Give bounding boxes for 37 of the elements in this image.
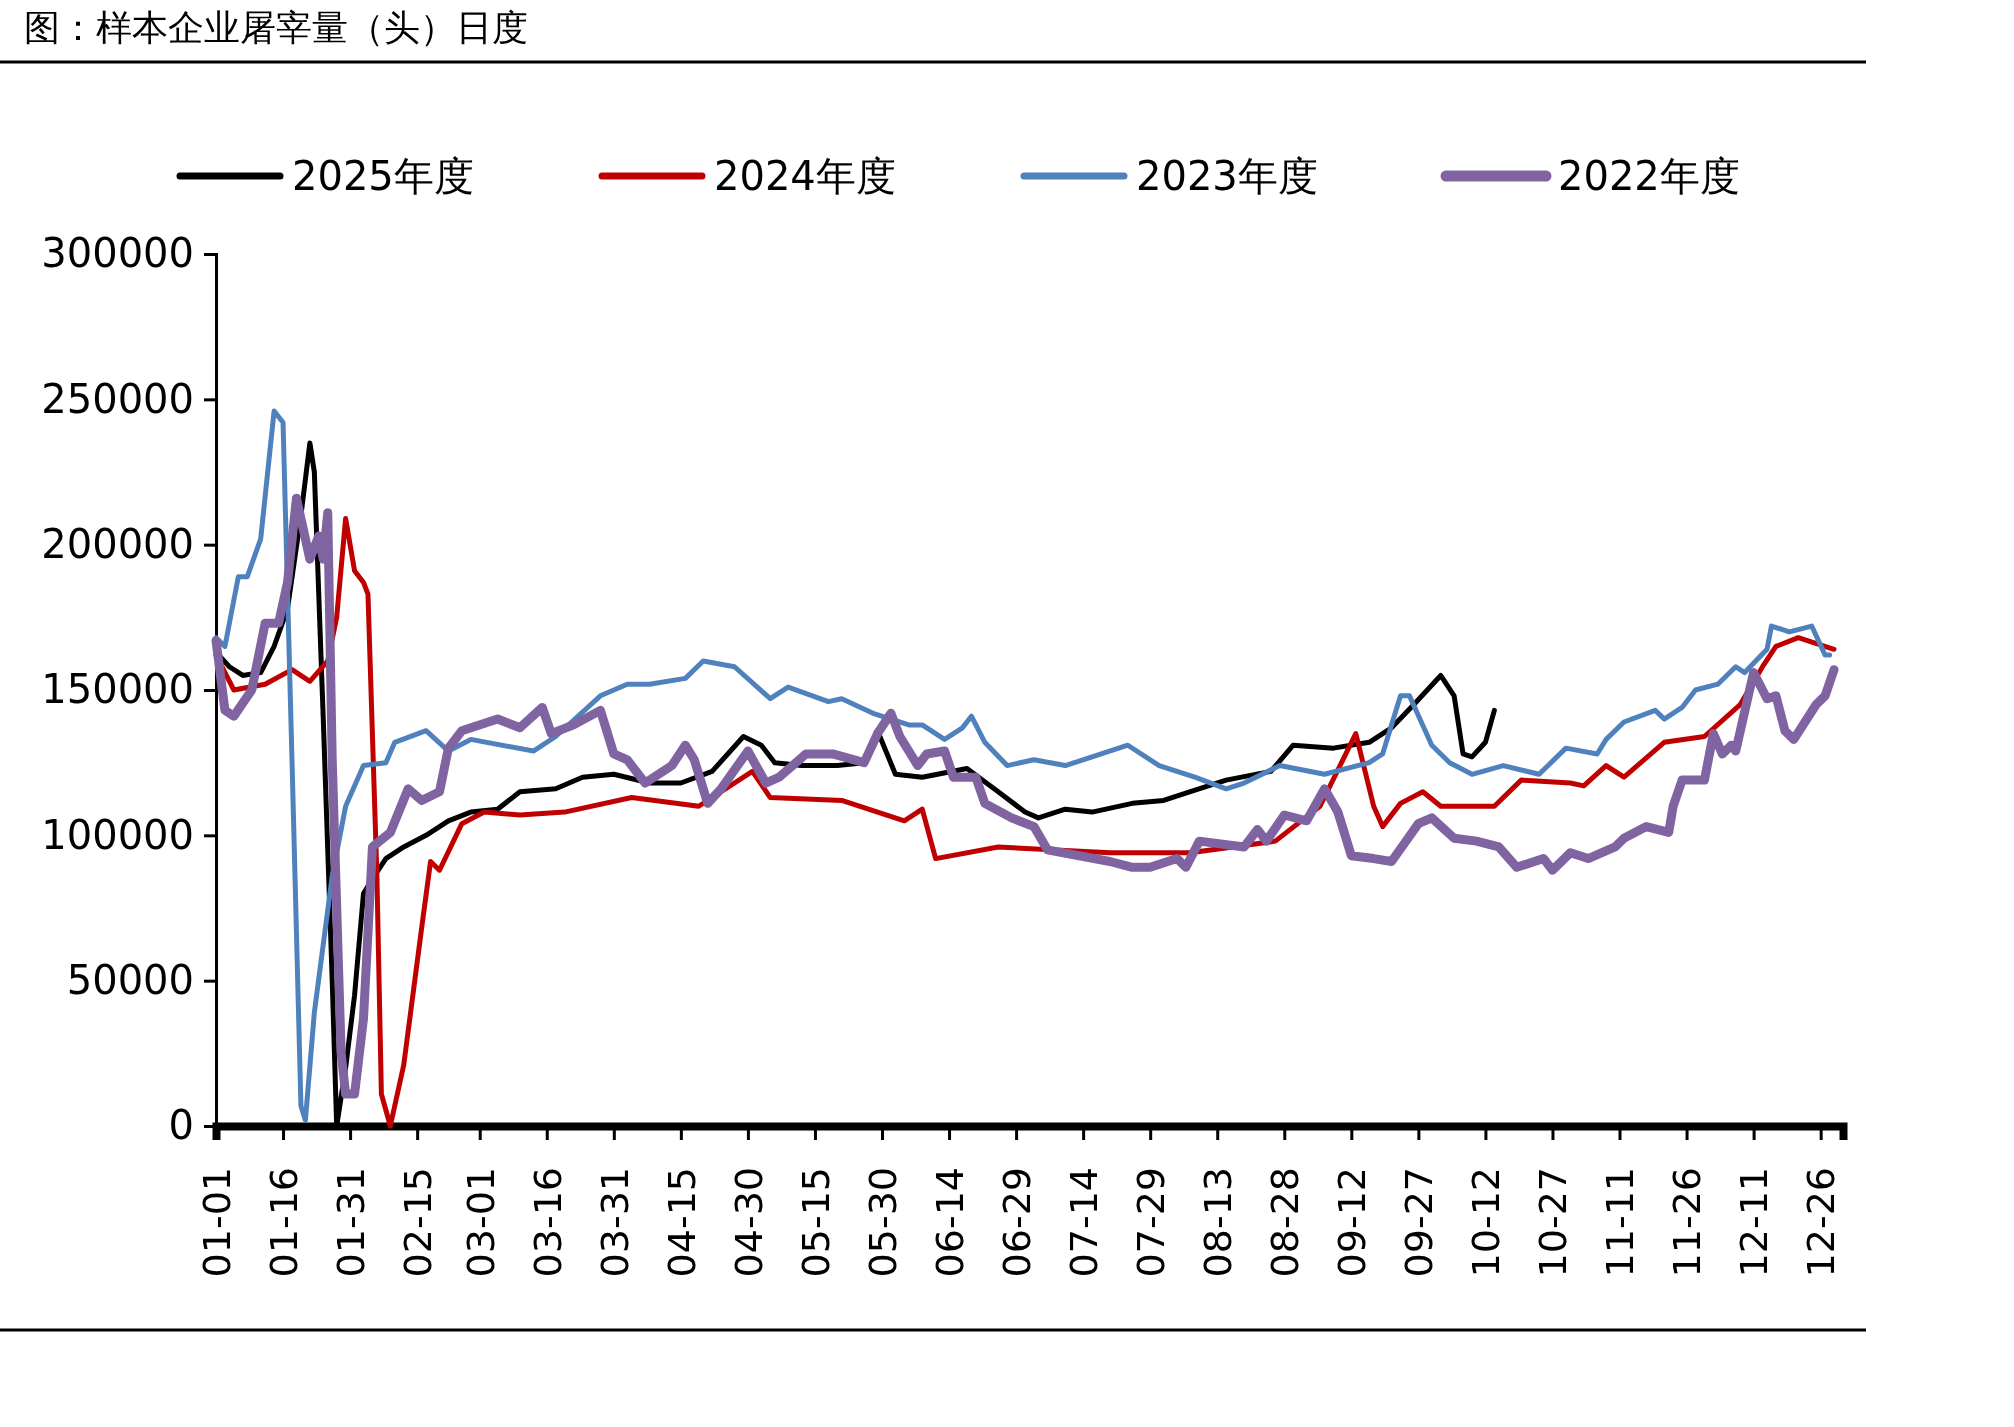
x-tick-label: 01-31	[328, 1167, 373, 1278]
x-tick-label: 09-27	[1397, 1167, 1442, 1278]
legend-label: 2025年度	[292, 153, 474, 199]
chart-title: 图：样本企业屠宰量（头）日度	[24, 7, 528, 48]
x-tick-label: 11-26	[1665, 1167, 1710, 1278]
y-tick-label: 300000	[41, 230, 194, 277]
x-tick-label: 06-14	[927, 1167, 972, 1278]
x-tick-label: 11-11	[1598, 1167, 1643, 1278]
x-tick-label: 05-30	[860, 1167, 905, 1278]
x-tick-label: 03-01	[458, 1167, 503, 1278]
x-tick-label: 07-14	[1061, 1167, 1106, 1278]
x-tick-label: 08-28	[1263, 1167, 1308, 1278]
x-tick-label: 10-27	[1531, 1167, 1576, 1278]
x-tick-label: 04-30	[726, 1167, 771, 1278]
x-tick-label: 02-15	[395, 1167, 440, 1278]
x-tick-label: 09-12	[1330, 1167, 1375, 1278]
x-tick-label: 07-29	[1128, 1167, 1173, 1278]
y-tick-label: 0	[168, 1102, 194, 1149]
x-tick-label: 12-26	[1799, 1167, 1844, 1278]
x-tick-label: 01-01	[194, 1167, 239, 1278]
legend-label: 2024年度	[714, 153, 896, 199]
legend-label: 2022年度	[1558, 153, 1740, 199]
y-tick-label: 250000	[41, 375, 194, 422]
x-tick-label: 10-12	[1464, 1167, 1509, 1278]
y-tick-label: 150000	[41, 666, 194, 713]
x-tick-label: 03-16	[525, 1167, 570, 1278]
x-tick-label: 04-15	[659, 1167, 704, 1278]
x-tick-label: 08-13	[1196, 1167, 1241, 1278]
x-tick-label: 06-29	[994, 1167, 1039, 1278]
y-tick-label: 100000	[41, 811, 194, 858]
y-tick-label: 50000	[66, 956, 194, 1003]
x-tick-label: 12-11	[1732, 1167, 1777, 1278]
legend-label: 2023年度	[1136, 153, 1318, 199]
x-tick-label: 03-31	[592, 1167, 637, 1278]
y-tick-label: 200000	[41, 520, 194, 567]
x-tick-label: 01-16	[261, 1167, 306, 1278]
x-tick-label: 05-15	[793, 1167, 838, 1278]
